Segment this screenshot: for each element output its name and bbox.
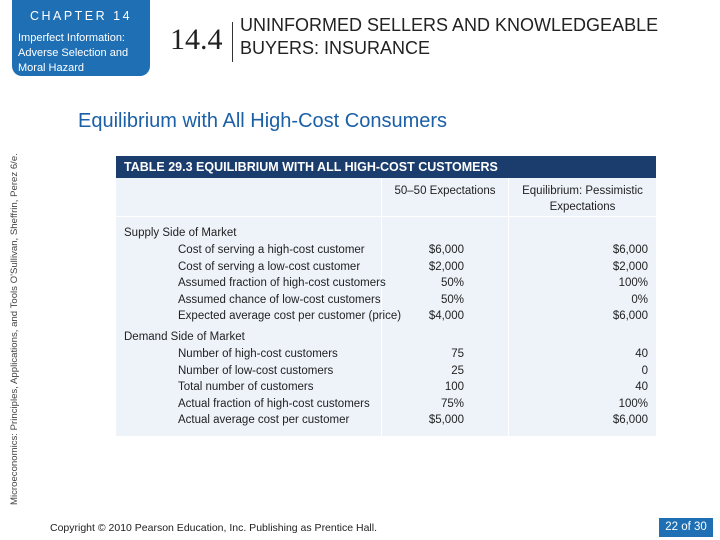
value-pessimistic: $6,000: [612, 414, 648, 426]
slide-heading: Equilibrium with All High-Cost Consumers: [78, 110, 448, 132]
column-divider: [381, 178, 382, 436]
value-pessimistic: 0: [641, 364, 648, 377]
section-label: Demand Side of Market: [124, 331, 245, 343]
header-divider: [116, 216, 656, 217]
value-pessimistic: $6,000: [612, 244, 648, 256]
value-pessimistic: 0%: [631, 293, 648, 306]
table-row: Number of low-cost customers 25 0: [116, 364, 656, 381]
table-row: Total number of customers 100 40: [116, 380, 656, 397]
value-pessimistic: 40: [635, 348, 648, 360]
row-label: Actual average cost per customer: [178, 414, 350, 426]
value-pessimistic: 100%: [618, 277, 648, 289]
column-header-pessimistic: Equilibrium: Pessimistic Expectations: [522, 185, 643, 213]
column-divider: [508, 178, 509, 436]
table-row: Assumed fraction of high-cost customers …: [116, 276, 656, 293]
row-label: Cost of serving a low-cost customer: [178, 260, 361, 273]
table-row: Expected average cost per customer (pric…: [116, 309, 656, 326]
row-label: Number of high-cost customers: [178, 348, 338, 360]
table-row: Cost of serving a high-cost customer $6,…: [116, 243, 656, 260]
page-of: of: [681, 521, 691, 533]
section-label: Supply Side of Market: [124, 227, 237, 239]
page-total: 30: [694, 521, 707, 533]
row-label: Assumed fraction of high-cost customers: [178, 277, 386, 289]
chapter-label: CHAPTER 14: [29, 9, 133, 23]
page-current: 22: [665, 521, 678, 533]
table-caption-band: TABLE 29.3 EQUILIBRIUM WITH ALL HIGH-COS…: [116, 156, 656, 178]
table-row: Number of high-cost customers 75 40: [116, 347, 656, 364]
value-pessimistic: 40: [635, 381, 648, 393]
value-pessimistic: $6,000: [612, 310, 648, 322]
table-row: Assumed chance of low-cost customers 50%…: [116, 293, 656, 310]
row-label: Expected average cost per customer (pric…: [178, 310, 402, 322]
page-indicator: 22 of 30: [659, 518, 713, 537]
table-caption: TABLE 29.3 EQUILIBRIUM WITH ALL HIGH-COS…: [124, 160, 498, 174]
copyright-notice: Copyright © 2010 Pearson Education, Inc.…: [50, 522, 378, 534]
equilibrium-table: TABLE 29.3 EQUILIBRIUM WITH ALL HIGH-COS…: [116, 156, 656, 436]
row-label: Assumed chance of low-cost customers: [178, 293, 381, 306]
value-5050: $4,000: [428, 310, 464, 322]
row-label: Actual fraction of high-cost customers: [178, 397, 370, 410]
chapter-subtitle: Imperfect Information: Adverse Selection…: [18, 32, 129, 74]
value-pessimistic: 100%: [618, 397, 648, 410]
value-5050: $6,000: [428, 244, 464, 256]
section-number: 14.4: [170, 23, 223, 56]
section-divider: [232, 22, 233, 62]
table-row: Actual fraction of high-cost customers 7…: [116, 397, 656, 414]
section-row-supply: Supply Side of Market: [116, 226, 656, 243]
column-header-5050: 50–50 Expectations: [394, 185, 496, 197]
value-5050: 50%: [440, 277, 464, 289]
value-pessimistic: $2,000: [612, 260, 648, 273]
chapter-tab: CHAPTER 14 Imperfect Information: Advers…: [12, 0, 150, 76]
section-row-demand: Demand Side of Market: [116, 330, 656, 347]
row-label: Total number of customers: [178, 381, 314, 393]
section-title: UNINFORMED SELLERS AND KNOWLEDGEABLE BUY…: [240, 15, 659, 58]
value-5050: 75%: [440, 397, 464, 410]
value-5050: 100: [444, 381, 464, 393]
value-5050: $2,000: [428, 260, 464, 273]
value-5050: 25: [451, 364, 464, 377]
row-label: Cost of serving a high-cost customer: [178, 244, 365, 256]
book-credit-vertical: Microeconomics: Principles, Applications…: [9, 153, 20, 505]
value-5050: $5,000: [428, 414, 464, 426]
value-5050: 50%: [440, 293, 464, 306]
value-5050: 75: [451, 348, 464, 360]
table-row: Cost of serving a low-cost customer $2,0…: [116, 260, 656, 277]
table-row: Actual average cost per customer $5,000 …: [116, 413, 656, 430]
row-label: Number of low-cost customers: [178, 364, 334, 377]
